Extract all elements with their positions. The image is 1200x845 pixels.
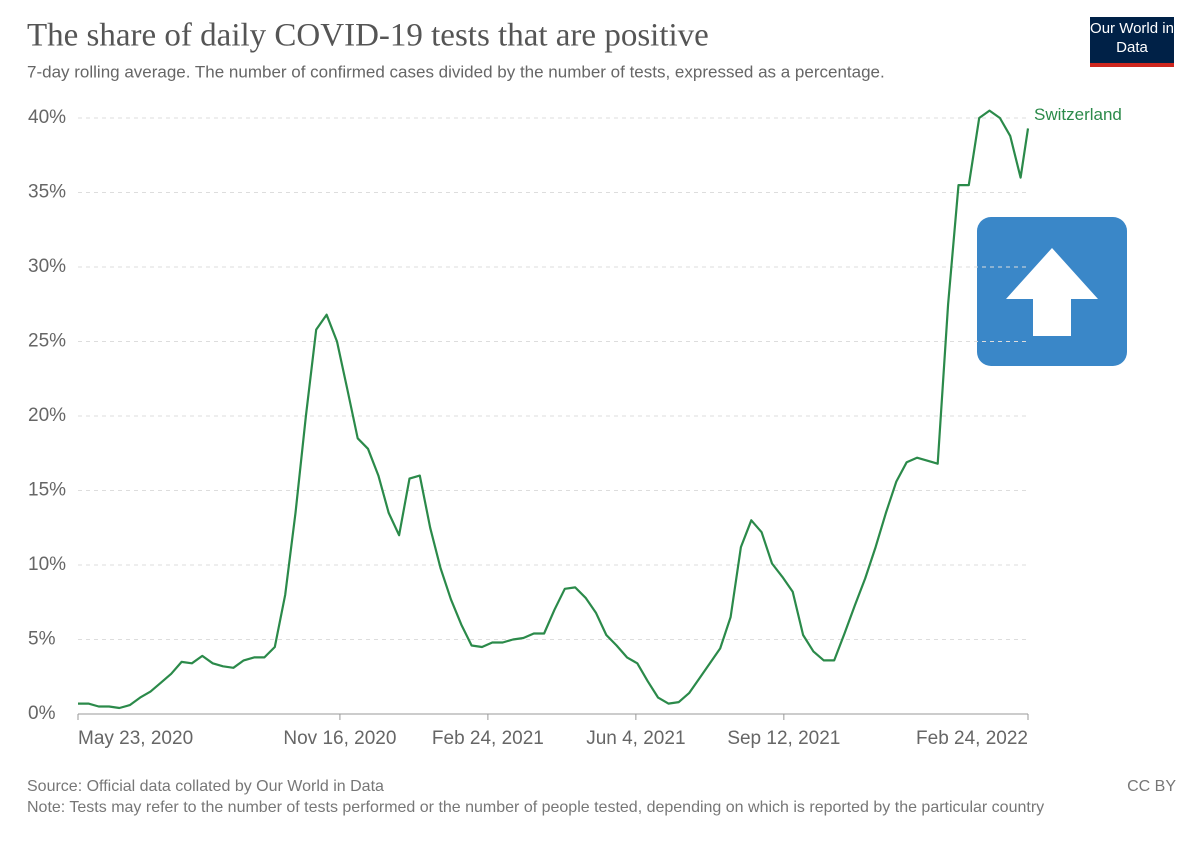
y-tick-label: 5% bbox=[28, 629, 56, 650]
y-tick-label: 40% bbox=[28, 107, 66, 128]
chart-title: The share of daily COVID-19 tests that a… bbox=[27, 18, 709, 54]
series-label: Switzerland bbox=[1034, 105, 1122, 124]
license: CC BY bbox=[1127, 778, 1176, 795]
logo-text-box: Our World in Data bbox=[1090, 20, 1174, 56]
x-tick-label: Feb 24, 2022 bbox=[916, 728, 1028, 749]
overlay-icon bbox=[977, 217, 1127, 366]
x-tick-label: Nov 16, 2020 bbox=[283, 728, 396, 749]
y-tick-label: 10% bbox=[28, 554, 66, 575]
logo-text: Our World in Data bbox=[1090, 20, 1174, 56]
y-tick-label: 35% bbox=[28, 182, 66, 203]
x-tick-label: Sep 12, 2021 bbox=[727, 728, 840, 749]
source: Source: Official data collated by Our Wo… bbox=[27, 778, 384, 795]
y-tick-label: 30% bbox=[28, 256, 66, 277]
x-tick-label: Jun 4, 2021 bbox=[586, 728, 685, 749]
logo-box bbox=[1090, 17, 1174, 67]
x-tick-label: Feb 24, 2021 bbox=[432, 728, 544, 749]
logo: Our World in Data bbox=[1090, 17, 1174, 67]
y-tick-label: 0% bbox=[28, 703, 56, 724]
line bbox=[78, 109, 1030, 710]
y-tick-label: 25% bbox=[28, 331, 66, 352]
logo-stripe bbox=[1090, 63, 1174, 67]
up-arrow bbox=[1006, 248, 1098, 336]
y-tick-label: 15% bbox=[28, 480, 66, 501]
y-tick-label: 20% bbox=[28, 405, 66, 426]
chart-subtitle: 7-day rolling average. The number of con… bbox=[27, 62, 885, 81]
note: Note: Tests may refer to the number of t… bbox=[27, 799, 1044, 816]
x-tick-label: May 23, 2020 bbox=[78, 728, 193, 749]
